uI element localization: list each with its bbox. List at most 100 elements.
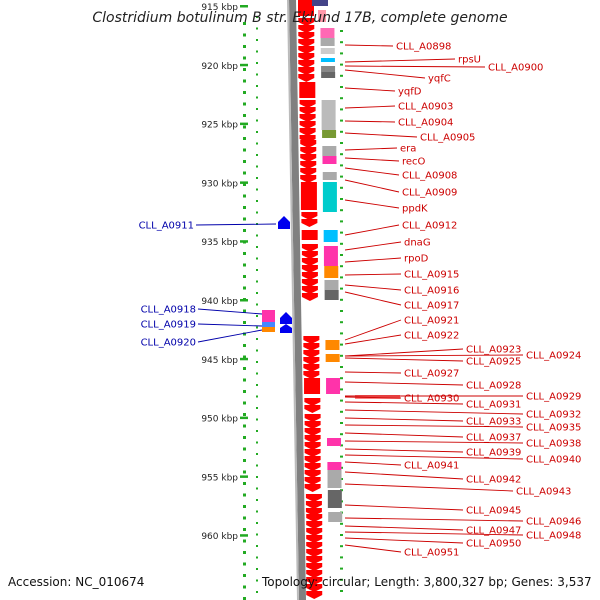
forward-gene-chevron (301, 272, 318, 280)
forward-gene-chevron (306, 591, 323, 599)
ruler-dot (340, 354, 343, 357)
ruler-dot (243, 459, 246, 462)
forward-label-leader (344, 483, 514, 492)
ruler-dot (340, 63, 343, 66)
forward-gene-chevron (303, 350, 320, 358)
ruler-dot (340, 545, 343, 548)
forward-gene-chevron (304, 435, 321, 443)
forward-gene-chevron (298, 39, 315, 47)
ruler-dot (243, 378, 246, 382)
forward-label-leader (344, 241, 402, 251)
ruler-dot (243, 79, 246, 83)
ruler-dot (243, 309, 246, 313)
forward-gene-label: CLL_A0938 (526, 439, 581, 450)
ruler-tick-label: 915 kbp (201, 3, 238, 13)
ruler-dot (256, 407, 258, 409)
forward-gene-chevron (306, 528, 323, 536)
forward-gene-chevron (304, 449, 321, 457)
forward-gene-label: CLL_A0950 (466, 539, 521, 550)
ruler-dot (243, 585, 246, 589)
ruler-tick-label: 945 kbp (201, 356, 238, 366)
forward-gene-chevron (298, 67, 315, 75)
forward-gene-chevron (306, 514, 323, 522)
ruler-dot (243, 206, 246, 209)
reverse-cog-box (262, 322, 275, 327)
ruler-tick-label: 930 kbp (201, 179, 238, 189)
genome-backbone-shade (287, 0, 299, 600)
ruler-dot (256, 349, 258, 352)
forward-gene (304, 378, 321, 394)
ruler-dot (256, 96, 258, 99)
forward-label-leader (344, 44, 394, 47)
forward-gene-chevron (303, 371, 320, 379)
ruler-dot (340, 164, 343, 167)
forward-label-leader (344, 504, 464, 511)
forward-gene-chevron (301, 251, 318, 259)
forward-label-leader (344, 58, 456, 63)
forward-gene-chevron (298, 53, 315, 61)
forward-gene-chevron (303, 343, 320, 351)
ruler-dot (243, 183, 246, 186)
forward-label-leader (344, 357, 464, 362)
ruler-dot (256, 487, 258, 490)
forward-gene-chevron (301, 286, 318, 294)
ruler-dot (256, 464, 258, 467)
forward-gene-label: CLL_A0904 (398, 118, 453, 129)
cog-box (326, 378, 341, 394)
forward-gene-chevron (306, 563, 323, 571)
forward-gene-label: ppdK (402, 204, 428, 215)
ruler-tick (240, 475, 248, 478)
ruler-dot (243, 482, 246, 485)
forward-label-leader (344, 65, 486, 68)
forward-label-leader (344, 319, 402, 341)
forward-label-leader (344, 199, 400, 209)
ruler-dot (243, 562, 246, 566)
ruler-dot (256, 257, 258, 260)
forward-gene-label: CLL_A0943 (516, 487, 571, 498)
topology-text: Topology: circular; Length: 3,800,327 bp… (262, 575, 592, 589)
cog-box (322, 130, 337, 138)
cog-box (318, 10, 326, 22)
ruler-tick-label: 955 kbp (201, 473, 238, 483)
forward-gene-chevron (306, 577, 323, 585)
cog-box (325, 340, 340, 350)
forward-gene-chevron (298, 46, 315, 54)
ruler-dot (243, 390, 246, 393)
ruler-dot (340, 310, 343, 312)
ruler-dot (340, 220, 343, 223)
ruler-tick-label: 920 kbp (201, 62, 238, 72)
forward-gene-chevron (299, 107, 316, 115)
forward-gene-chevron (300, 168, 317, 176)
ruler-dot (243, 574, 246, 577)
reverse-gene-label: CLL_A0918 (141, 305, 196, 316)
reverse-label-leader (197, 329, 263, 343)
forward-gene-label: CLL_A0921 (404, 316, 459, 327)
ruler-dot (243, 413, 246, 416)
forward-gene-chevron (306, 584, 323, 592)
forward-gene-label: CLL_A0917 (404, 301, 459, 312)
forward-gene-label: CLL_A0931 (466, 400, 521, 411)
forward-gene-label: rpoD (404, 254, 429, 265)
ruler-dot (243, 252, 246, 255)
ruler-dot (243, 22, 246, 25)
forward-gene-label: CLL_A0908 (402, 171, 457, 182)
cog-box (324, 280, 339, 290)
ruler-tick (240, 416, 248, 420)
ruler-dot (340, 276, 343, 279)
ruler-dot (256, 430, 258, 432)
forward-gene-chevron (304, 477, 321, 485)
forward-gene-label: CLL_A0927 (404, 369, 459, 380)
forward-gene-chevron (306, 535, 323, 543)
forward-gene-label: CLL_A0947 (466, 526, 521, 537)
forward-gene-label: CLL_A0948 (526, 531, 581, 542)
reverse-gene-label: CLL_A0919 (141, 320, 196, 331)
ruler-dot (256, 211, 258, 214)
cog-box (324, 266, 339, 278)
forward-gene-chevron (304, 414, 321, 422)
ruler-dot (256, 384, 258, 386)
ruler-dot (243, 516, 246, 520)
ruler-dot (256, 39, 258, 41)
forward-label-leader (344, 348, 464, 357)
forward-gene-label: CLL_A0909 (402, 188, 457, 199)
cog-box (324, 290, 339, 300)
